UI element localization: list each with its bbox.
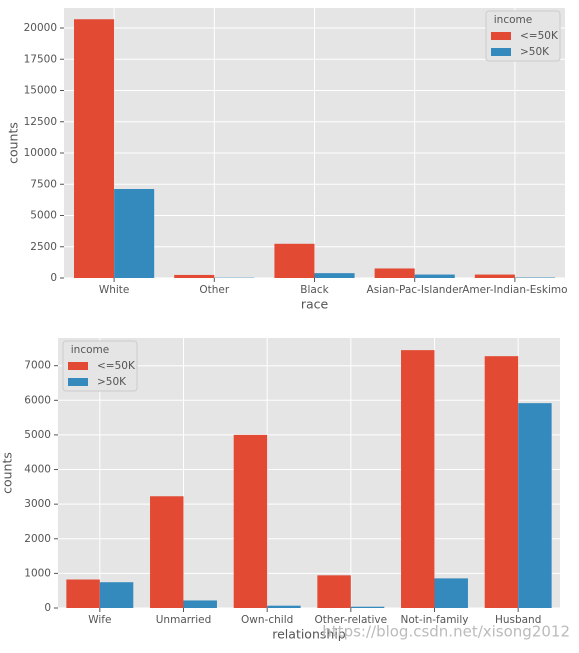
y-tick-label: 2500 (30, 241, 57, 253)
bar (184, 600, 217, 608)
bar (315, 273, 355, 278)
y-tick-label: 7500 (30, 178, 57, 190)
bar (415, 275, 455, 278)
bar (401, 350, 434, 608)
bar (375, 268, 415, 278)
y-tick-label: 0 (50, 272, 57, 284)
x-tick-label: White (99, 284, 130, 296)
y-tick-label: 20000 (24, 22, 57, 34)
x-tick-label: Other (199, 284, 229, 296)
watermark: https://blog.csdn.net/xisong2012 (322, 623, 570, 641)
y-tick-label: 7000 (24, 360, 51, 372)
legend-swatch (68, 378, 88, 386)
y-tick-label: 1000 (24, 567, 51, 579)
legend-label: <=50K (520, 30, 559, 42)
y-tick-label: 6000 (24, 394, 51, 406)
bar (267, 606, 300, 608)
y-tick-label: 17500 (24, 53, 57, 65)
bar (475, 275, 515, 278)
y-axis-label: counts (6, 122, 21, 164)
y-tick-label: 3000 (24, 498, 51, 510)
bar (485, 356, 518, 608)
x-tick-label: Asian-Pac-Islander (367, 284, 464, 296)
y-tick-label: 4000 (24, 464, 51, 476)
legend-label: >50K (520, 46, 550, 58)
legend-swatch (491, 32, 511, 40)
legend-title: income (71, 344, 109, 356)
bar (234, 435, 267, 608)
y-tick-label: 0 (44, 602, 51, 614)
x-tick-label: Black (300, 284, 329, 296)
legend-swatch (68, 362, 88, 370)
bar (351, 607, 384, 608)
legend-label: <=50K (97, 360, 136, 372)
y-tick-label: 15000 (24, 85, 57, 97)
y-tick-label: 12500 (24, 116, 57, 128)
bar (174, 275, 214, 278)
bar (100, 582, 133, 608)
bar (74, 19, 114, 278)
y-tick-label: 10000 (24, 147, 57, 159)
x-tick-label: Amer-Indian-Eskimo (462, 284, 567, 296)
x-tick-label: Wife (88, 614, 111, 626)
bar (274, 244, 314, 278)
bar (317, 575, 350, 608)
bar (150, 496, 183, 608)
x-tick-label: Unmarried (156, 614, 212, 626)
y-tick-label: 5000 (30, 210, 57, 222)
bar (66, 580, 99, 608)
legend-title: income (494, 14, 532, 26)
bar (435, 578, 468, 608)
legend-label: >50K (97, 376, 127, 388)
y-tick-label: 2000 (24, 533, 51, 545)
legend-swatch (491, 48, 511, 56)
bar (518, 403, 551, 608)
y-tick-label: 5000 (24, 429, 51, 441)
x-tick-label: Own-child (241, 614, 293, 626)
x-axis-label: race (301, 297, 329, 312)
y-axis-label: counts (0, 452, 15, 494)
bar (114, 189, 154, 278)
